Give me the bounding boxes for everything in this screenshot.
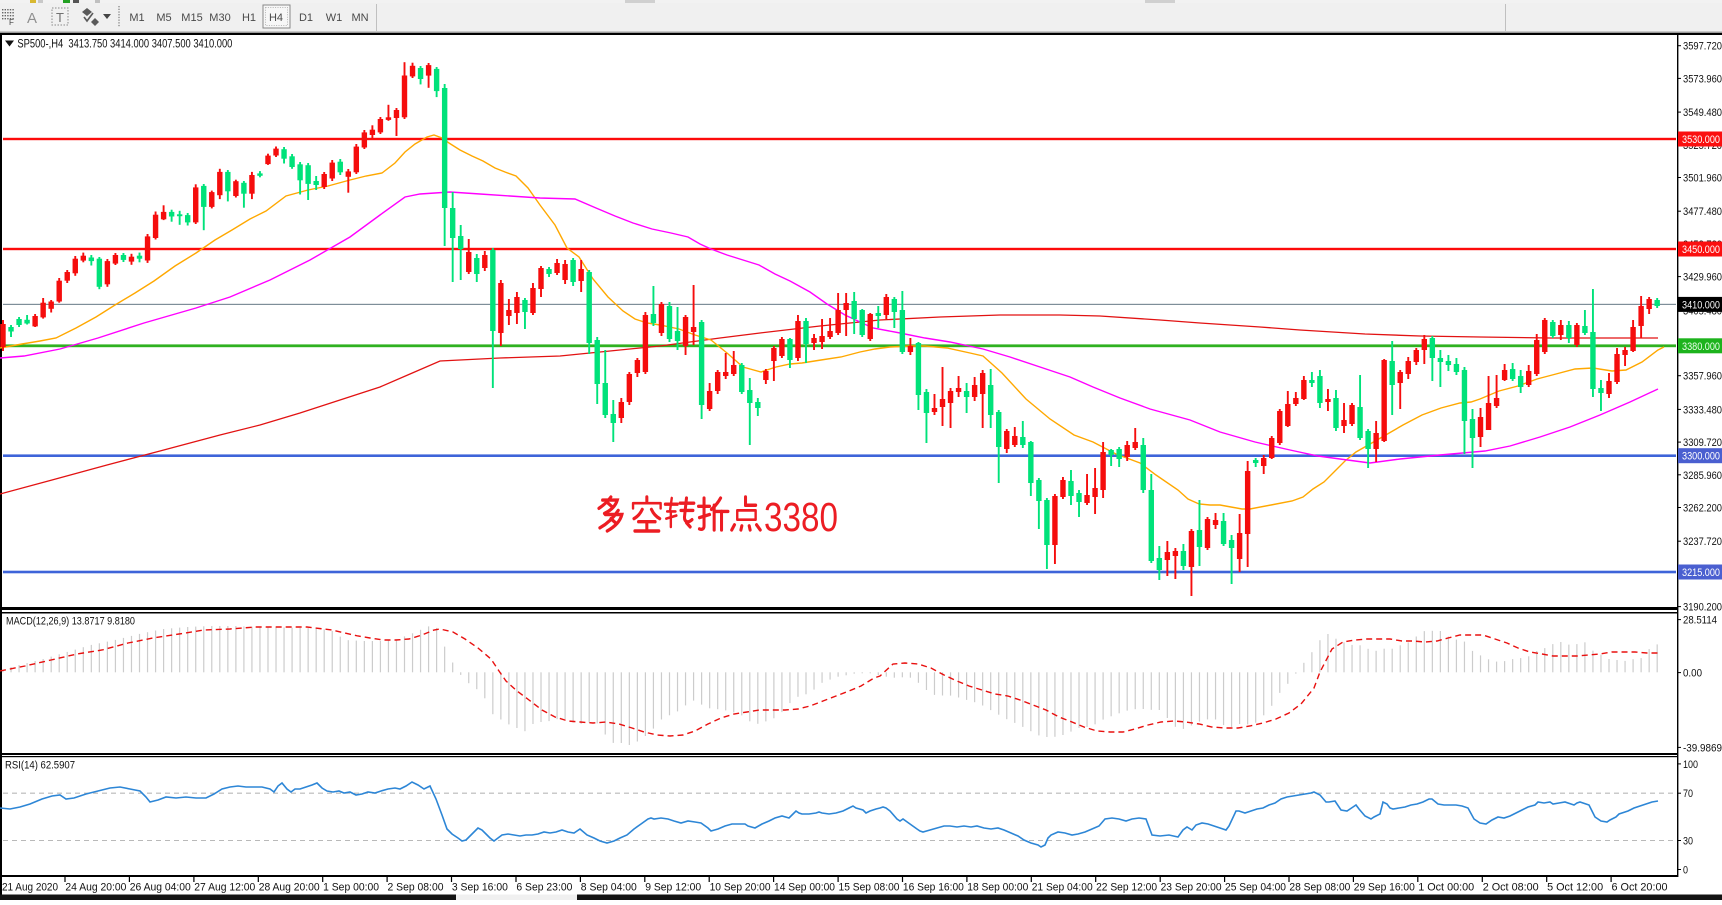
svg-text:23 Sep 20:00: 23 Sep 20:00 [1161,882,1222,894]
svg-text:3501.960: 3501.960 [1683,173,1722,185]
svg-text:M15: M15 [181,12,202,24]
svg-text:W1: W1 [326,12,343,24]
svg-text:3597.720: 3597.720 [1683,41,1722,53]
svg-text:3429.960: 3429.960 [1683,272,1722,284]
svg-text:6 Oct 20:00: 6 Oct 20:00 [1612,882,1668,894]
svg-text:3380: 3380 [764,494,838,540]
svg-text:16 Sep 16:00: 16 Sep 16:00 [903,882,964,894]
svg-text:D1: D1 [299,12,313,24]
svg-text:M30: M30 [209,12,230,24]
svg-text:8 Sep 04:00: 8 Sep 04:00 [581,882,637,894]
svg-text:21 Sep 04:00: 21 Sep 04:00 [1032,882,1093,894]
svg-text:26 Aug 04:00: 26 Aug 04:00 [130,882,191,894]
svg-text:28 Sep 08:00: 28 Sep 08:00 [1289,882,1350,894]
svg-text:H4: H4 [269,12,283,24]
svg-text:F: F [9,18,14,27]
svg-text:21 Aug 2020: 21 Aug 2020 [2,882,58,894]
svg-text:MACD(12,26,9) 13.8717 9.8180: MACD(12,26,9) 13.8717 9.8180 [6,616,135,628]
svg-text:A: A [27,10,37,27]
svg-text:-39.9869: -39.9869 [1683,742,1722,754]
svg-text:M1: M1 [129,12,144,24]
svg-text:T: T [56,10,64,25]
svg-text:22 Sep 12:00: 22 Sep 12:00 [1096,882,1157,894]
svg-text:9 Sep 12:00: 9 Sep 12:00 [645,882,701,894]
svg-text:3215.000: 3215.000 [1682,567,1720,579]
svg-text:30: 30 [1683,836,1693,848]
svg-text:RSI(14) 62.5907: RSI(14) 62.5907 [5,760,75,772]
svg-text:1 Oct 00:00: 1 Oct 00:00 [1418,882,1474,894]
svg-text:27 Aug 12:00: 27 Aug 12:00 [194,882,255,894]
svg-text:3333.480: 3333.480 [1683,404,1722,416]
svg-text:28.5114: 28.5114 [1683,615,1717,627]
svg-text:3309.720: 3309.720 [1683,437,1722,449]
svg-text:100: 100 [1683,759,1698,771]
svg-text:1 Sep 00:00: 1 Sep 00:00 [323,882,379,894]
svg-text:3380.000: 3380.000 [1682,341,1720,353]
svg-text:0.00: 0.00 [1683,668,1702,680]
svg-text:24 Aug 20:00: 24 Aug 20:00 [65,882,126,894]
svg-text:3262.200: 3262.200 [1683,503,1722,515]
svg-text:SP500-,H4 3413.750 3414.000 3: SP500-,H4 3413.750 3414.000 3407.500 341… [17,38,232,50]
svg-text:70: 70 [1683,788,1693,800]
svg-text:14 Sep 00:00: 14 Sep 00:00 [774,882,835,894]
svg-text:18 Sep 00:00: 18 Sep 00:00 [967,882,1028,894]
svg-text:3237.720: 3237.720 [1683,536,1722,548]
svg-text:3285.960: 3285.960 [1683,470,1722,482]
svg-text:3477.480: 3477.480 [1683,206,1722,218]
svg-text:3300.000: 3300.000 [1682,451,1720,463]
svg-text:3410.000: 3410.000 [1682,299,1720,311]
svg-text:3450.000: 3450.000 [1682,244,1720,256]
svg-text:3573.960: 3573.960 [1683,73,1722,85]
svg-text:25 Sep 04:00: 25 Sep 04:00 [1225,882,1286,894]
svg-text:5 Oct 12:00: 5 Oct 12:00 [1547,882,1603,894]
svg-text:15 Sep 08:00: 15 Sep 08:00 [839,882,900,894]
svg-text:3 Sep 16:00: 3 Sep 16:00 [452,882,508,894]
svg-text:H1: H1 [242,12,256,24]
svg-text:2 Sep 08:00: 2 Sep 08:00 [388,882,444,894]
svg-text:MN: MN [351,12,368,24]
svg-text:0: 0 [1683,865,1688,877]
svg-text:2 Oct 08:00: 2 Oct 08:00 [1483,882,1539,894]
svg-text:3549.480: 3549.480 [1683,107,1722,119]
svg-text:29 Sep 16:00: 29 Sep 16:00 [1354,882,1415,894]
svg-text:3530.000: 3530.000 [1682,134,1720,146]
svg-text:M5: M5 [156,12,171,24]
svg-text:10 Sep 20:00: 10 Sep 20:00 [710,882,771,894]
svg-text:3190.200: 3190.200 [1683,602,1722,614]
svg-text:3357.960: 3357.960 [1683,371,1722,383]
svg-text:28 Aug 20:00: 28 Aug 20:00 [259,882,320,894]
svg-text:6 Sep 23:00: 6 Sep 23:00 [516,882,572,894]
